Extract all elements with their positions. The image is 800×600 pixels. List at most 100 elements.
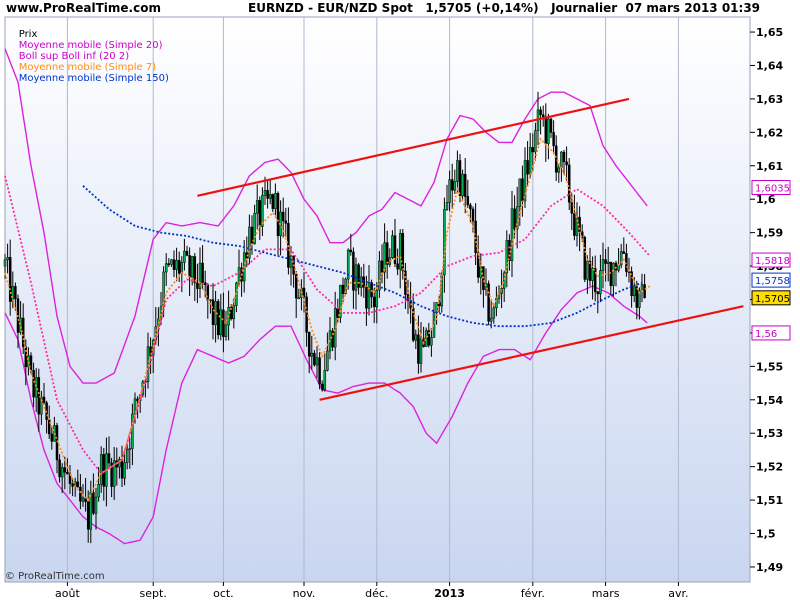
candle-body [466, 196, 470, 206]
candle-body [385, 242, 389, 265]
candle-body [430, 337, 433, 346]
candle-body [63, 467, 67, 473]
candle-body [557, 167, 561, 173]
price-label: 1,5758 [755, 276, 790, 287]
candle-body [560, 151, 563, 169]
candle-body [593, 268, 597, 292]
candle-body [450, 179, 454, 191]
candle-body [79, 486, 82, 502]
price-label-box [751, 252, 791, 268]
candle-body [523, 160, 527, 202]
candle-body [474, 220, 477, 253]
candle-body [544, 116, 548, 144]
candle-body [570, 201, 574, 214]
y-tick-label: 1,52 [756, 461, 783, 474]
candle-body [346, 249, 350, 280]
candle-body [248, 226, 251, 259]
candle-body [505, 240, 509, 274]
candle-body [318, 357, 321, 385]
y-tick-label: 1,49 [756, 561, 783, 574]
candle-body [258, 200, 262, 227]
candle-body [458, 160, 462, 197]
candle-body [471, 208, 475, 222]
boll-sup-line [4, 48, 648, 384]
candle-body [510, 208, 514, 261]
candle-body [539, 109, 542, 116]
candle-body [68, 473, 72, 484]
candle-body [50, 433, 54, 442]
x-tick-label: déc. [365, 587, 388, 600]
site-name: www.ProRealTime.com [6, 1, 161, 15]
candle-body [99, 454, 103, 485]
candle-body [341, 284, 345, 294]
x-tick-label: mars [592, 587, 620, 600]
price-label: 1,6035 [755, 184, 790, 195]
candle-body [94, 496, 98, 514]
candle-body [378, 260, 381, 291]
candle-body [528, 147, 532, 175]
candle-body [513, 208, 516, 230]
candle-body [146, 346, 150, 382]
price-label-box [751, 325, 791, 341]
candle-body [172, 259, 176, 270]
candle-body [336, 308, 340, 318]
candle-body [562, 151, 566, 163]
candle-body [521, 178, 524, 202]
candle-body [419, 338, 423, 364]
candle-body [274, 193, 277, 210]
candle-body [60, 467, 64, 478]
indicator-lines [4, 97, 744, 502]
candle-body [185, 250, 189, 256]
candle-body [55, 425, 59, 461]
candle-body [266, 190, 269, 199]
candle-body [339, 284, 342, 318]
candle-body [193, 256, 197, 284]
candle-body [164, 263, 168, 273]
candle-body [6, 257, 9, 261]
candle-body [396, 263, 399, 270]
candle-body [167, 263, 171, 265]
candle-body [489, 317, 493, 322]
candle-body [320, 383, 324, 390]
candle-body [362, 276, 366, 288]
candle-body [323, 370, 327, 390]
candle-body [453, 181, 457, 191]
copyright: © ProRealTime.com [5, 571, 105, 582]
candle-body [445, 202, 449, 210]
candle-body [120, 459, 124, 479]
y-tick-label: 1,6 [756, 193, 776, 206]
legend: Prix Moyenne mobile (Simple 20) Boll sup… [6, 18, 175, 95]
candle-body [588, 260, 592, 281]
candle-body [476, 252, 480, 278]
candle-body [411, 308, 415, 341]
candle-body [580, 231, 584, 238]
price-label-box [751, 290, 791, 306]
candle-body [253, 212, 256, 245]
candle-body [456, 160, 459, 182]
candle-body [614, 262, 618, 271]
candle-body [586, 260, 589, 280]
candle-body [281, 211, 285, 222]
candle-body [294, 273, 298, 299]
candle-body [380, 260, 384, 273]
candle-body [606, 261, 610, 264]
candle-body [58, 459, 61, 478]
candle-body [224, 324, 228, 337]
price-label: 1,5705 [755, 294, 790, 305]
candle-body [34, 377, 38, 398]
y-tick-label: 1,51 [756, 494, 783, 507]
candle-body [255, 200, 259, 214]
candle-body [97, 484, 100, 498]
x-tick-label: nov. [293, 587, 316, 600]
boll-inf-line [4, 285, 648, 545]
candle-body [263, 190, 267, 196]
x-tick-label: 2013 [434, 587, 465, 600]
candle-body [268, 194, 272, 199]
legend-item-bollinger: Boll sup Boll inf (20 2) [18, 51, 130, 62]
candle-body [383, 242, 386, 273]
candle-body [365, 286, 368, 309]
candle-body [313, 352, 316, 366]
candle-body [479, 266, 483, 278]
